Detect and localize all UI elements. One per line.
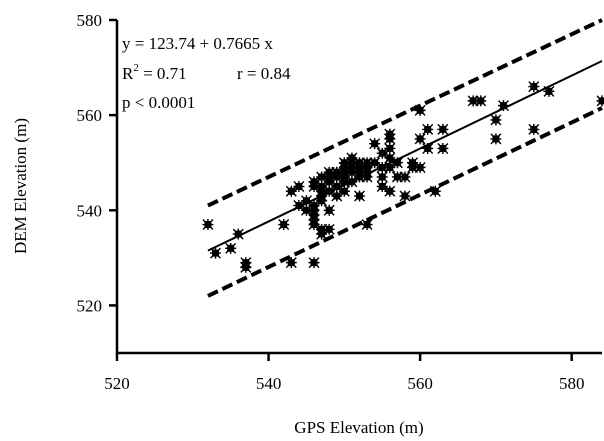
data-point [331, 181, 343, 192]
data-point [323, 223, 335, 235]
data-point [369, 138, 381, 150]
data-point [490, 133, 502, 145]
lower-bound-line [207, 106, 603, 298]
data-point [384, 128, 396, 140]
data-point [316, 181, 328, 192]
data-point [475, 95, 487, 107]
ticks: 520 540 560 580 520 540 560 580 [77, 11, 585, 393]
data-point [497, 100, 509, 112]
data-point [308, 200, 320, 212]
data-point [232, 228, 244, 240]
data-point [278, 219, 290, 231]
data-point [331, 166, 343, 178]
data-point [361, 219, 373, 231]
r-squared-annotation: R2 = 0.71 [122, 62, 187, 83]
data-point [338, 185, 350, 197]
data-point [596, 95, 604, 107]
data-point [376, 171, 388, 183]
data-point [376, 181, 388, 192]
x-axis-label: GPS Elevation (m) [294, 418, 423, 437]
data-point [414, 161, 426, 173]
data-point [429, 185, 441, 197]
data-point [391, 171, 403, 183]
data-point [414, 133, 426, 145]
data-point [422, 123, 434, 135]
upper-bound-line [207, 18, 603, 208]
data-point [300, 195, 312, 207]
r-squared-letter: R [122, 64, 134, 83]
data-point [202, 219, 214, 231]
data-point [346, 176, 358, 188]
y-tick-label: 560 [77, 106, 103, 125]
annotation-block: y = 123.74 + 0.7665 x R2 = 0.71 r = 0.84… [122, 34, 291, 112]
data-point [354, 157, 365, 169]
equation-annotation: y = 123.74 + 0.7665 x [122, 34, 273, 53]
data-point [316, 223, 328, 235]
data-point [354, 190, 365, 202]
data-point [399, 190, 411, 202]
data-point [308, 257, 320, 269]
data-point [437, 123, 449, 135]
data-point [384, 152, 396, 164]
data-point [323, 204, 335, 216]
data-point [293, 200, 305, 212]
data-point [384, 185, 396, 197]
data-point [414, 104, 426, 116]
y-axis-label: DEM Elevation (m) [11, 118, 30, 254]
data-point [528, 81, 540, 93]
data-point [490, 114, 502, 126]
data-point [369, 157, 381, 169]
y-tick-label: 540 [77, 201, 103, 220]
data-point [293, 181, 305, 192]
x-tick-label: 520 [104, 374, 130, 393]
plot-area [202, 18, 604, 298]
data-point [376, 161, 388, 173]
data-point [225, 242, 237, 254]
regression-line [207, 60, 603, 252]
data-point [422, 142, 434, 154]
data-point [323, 185, 335, 197]
data-point [331, 190, 343, 202]
data-point [338, 157, 350, 169]
data-point [437, 142, 449, 154]
data-point [467, 95, 479, 107]
data-point [528, 123, 540, 135]
data-point [384, 161, 396, 173]
axes [115, 20, 602, 355]
r-squared-value: = 0.71 [139, 64, 187, 83]
data-point [240, 261, 252, 273]
data-point [361, 157, 373, 169]
x-tick-label: 580 [559, 374, 585, 393]
data-point [543, 85, 555, 97]
data-point [308, 176, 320, 188]
data-point [346, 152, 358, 164]
r-squared-superscript: 2 [133, 62, 139, 74]
data-point [323, 166, 335, 178]
y-tick-label: 580 [77, 11, 103, 30]
data-point [300, 204, 312, 216]
data-point [316, 171, 328, 183]
data-point [399, 171, 411, 183]
y-tick-label: 520 [77, 296, 103, 315]
data-point [407, 157, 419, 169]
data-point [285, 185, 297, 197]
x-tick-label: 560 [407, 374, 433, 393]
data-point [391, 157, 403, 169]
data-point [384, 142, 396, 154]
x-tick-label: 540 [256, 374, 282, 393]
data-point [376, 147, 388, 159]
data-point [210, 247, 222, 259]
data-point [285, 257, 297, 269]
r-annotation: r = 0.84 [237, 64, 291, 83]
p-value-annotation: p < 0.0001 [122, 93, 195, 112]
